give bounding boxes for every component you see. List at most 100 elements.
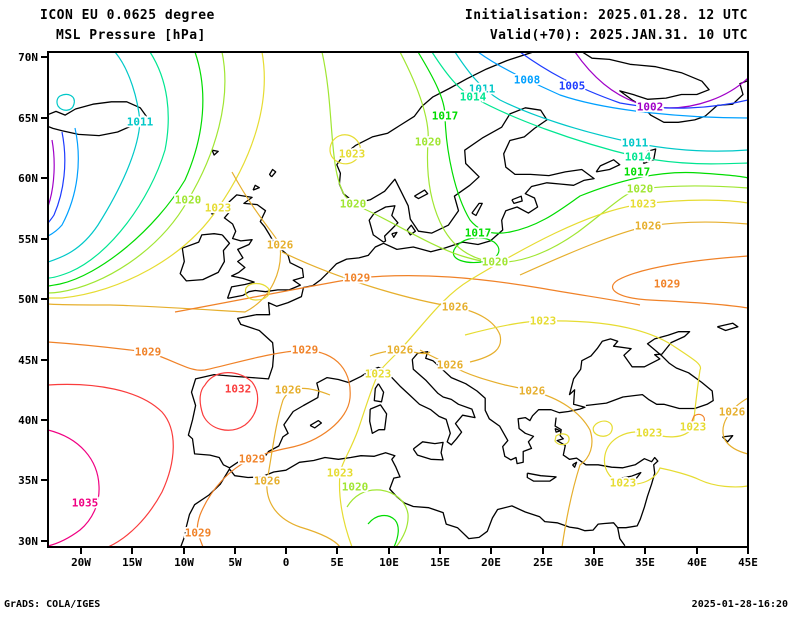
lon-tick-label: 45E	[738, 556, 758, 569]
coastline	[554, 427, 561, 433]
isobar-label: 1023	[205, 202, 232, 215]
coastline	[617, 527, 626, 547]
lon-tick-label: 0	[283, 556, 290, 569]
coastline	[471, 202, 483, 217]
isobar-label: 1011	[622, 137, 649, 150]
field-title: MSL Pressure [hPa]	[56, 28, 206, 43]
isobar-label: 1017	[624, 166, 651, 179]
lon-tick-label: 5E	[330, 556, 343, 569]
coastline	[526, 472, 557, 482]
isobar-label: 1026	[519, 385, 546, 398]
isobar-path-1026	[266, 387, 341, 547]
isobar-label: 1026	[635, 220, 662, 233]
isobar-path-1026	[281, 251, 502, 363]
coastline	[617, 471, 642, 486]
lat-tick-label: 65N	[18, 112, 38, 125]
coastline	[211, 149, 219, 156]
coastline	[369, 404, 388, 434]
coastline	[717, 322, 739, 332]
lat-tick-label: 35N	[18, 474, 38, 487]
coastline	[309, 419, 323, 429]
lon-tick-label: 10W	[174, 556, 194, 569]
isobar-label: 1023	[610, 477, 637, 490]
isobar-path-1017	[452, 237, 500, 264]
isobar-label: 1026	[275, 384, 302, 397]
isobar-path-1008	[48, 127, 79, 237]
isobar-path-1017	[417, 52, 748, 234]
isobar-path-1023	[329, 134, 362, 165]
isobar-label: 1020	[415, 136, 442, 149]
render-timestamp: 2025-01-28-16:20	[691, 599, 788, 610]
isobar-path-1011	[48, 52, 141, 263]
lon-tick-label: 5W	[228, 556, 242, 569]
lat-tick-label: 55N	[18, 233, 38, 246]
model-title: ICON EU 0.0625 degree	[40, 8, 215, 23]
valid-time-label: Valid(+70): 2025.JAN.31. 10 UTC	[489, 28, 748, 43]
isobar-label: 1023	[530, 315, 557, 328]
isobar-path-1023	[592, 420, 613, 437]
isobar-label: 1002	[637, 101, 664, 114]
isobar-label: 1035	[72, 497, 99, 510]
isobar-path-1032	[48, 383, 174, 547]
lat-tick-label: 45N	[18, 354, 38, 367]
isobar-path-1017	[48, 52, 204, 287]
map-area: 1011102010231023102010111014101710201008…	[48, 52, 748, 547]
coastline	[48, 101, 147, 137]
lat-tick-label: 70N	[18, 51, 38, 64]
grads-credit: GrADS: COLA/IGES	[4, 599, 101, 610]
lon-tick-label: 35E	[635, 556, 655, 569]
coastline	[572, 461, 578, 468]
isobar-path-1026	[722, 397, 748, 455]
isobar-label: 1026	[387, 344, 414, 357]
isobar-label: 1023	[680, 421, 707, 434]
isobar-label: 1026	[719, 406, 746, 419]
lon-tick-label: 20E	[481, 556, 501, 569]
coastline	[252, 184, 260, 191]
coastline	[581, 52, 748, 123]
coastline	[406, 224, 417, 236]
coastline	[595, 159, 621, 173]
isobar-label: 1029	[239, 453, 266, 466]
isobar-path-1020	[48, 52, 226, 294]
isobar-label: 1014	[460, 91, 487, 104]
isobar-path-1023	[48, 52, 265, 299]
isobar-label: 1020	[342, 481, 369, 494]
lon-tick-label: 10E	[379, 556, 399, 569]
lon-tick-label: 15W	[122, 556, 142, 569]
isobar-path-1032	[199, 372, 259, 431]
lon-tick-label: 30E	[584, 556, 604, 569]
isobar-path-1026	[419, 349, 593, 547]
isobar-label: 1029	[185, 527, 212, 540]
isobar-path-1011	[454, 52, 748, 152]
isobar-path-1035	[48, 429, 100, 547]
isobar-label: 1011	[469, 83, 496, 96]
coastline	[511, 195, 523, 205]
isobar-label: 1011	[127, 116, 154, 129]
isobar-label: 1020	[627, 183, 654, 196]
isobar-label: 1026	[442, 301, 469, 314]
isobar-label: 1023	[365, 368, 392, 381]
lon-tick-label: 15E	[430, 556, 450, 569]
isobar-path-1029	[612, 255, 748, 309]
isobar-path-1029	[174, 275, 641, 313]
coastline	[642, 148, 657, 165]
isobar-path-1023	[464, 320, 748, 488]
isobar-label: 1023	[636, 427, 663, 440]
isobar-path-1020	[399, 52, 748, 263]
isobar-path-1029	[48, 341, 351, 547]
isobar-path-1029	[691, 413, 705, 426]
isobar-path-1005	[519, 52, 748, 109]
isobar-label: 1020	[340, 198, 367, 211]
isobar-label: 1026	[267, 239, 294, 252]
coastline	[179, 233, 231, 282]
isobar-path-1017	[367, 514, 399, 547]
isobar-label: 1017	[432, 110, 459, 123]
coastline	[209, 203, 221, 215]
coastline	[187, 107, 714, 469]
coastline	[368, 205, 399, 243]
isobar-label: 1032	[225, 383, 252, 396]
isobar-path-1011	[56, 93, 75, 111]
isobar-path-1014	[48, 52, 169, 279]
lat-tick-label: 60N	[18, 172, 38, 185]
